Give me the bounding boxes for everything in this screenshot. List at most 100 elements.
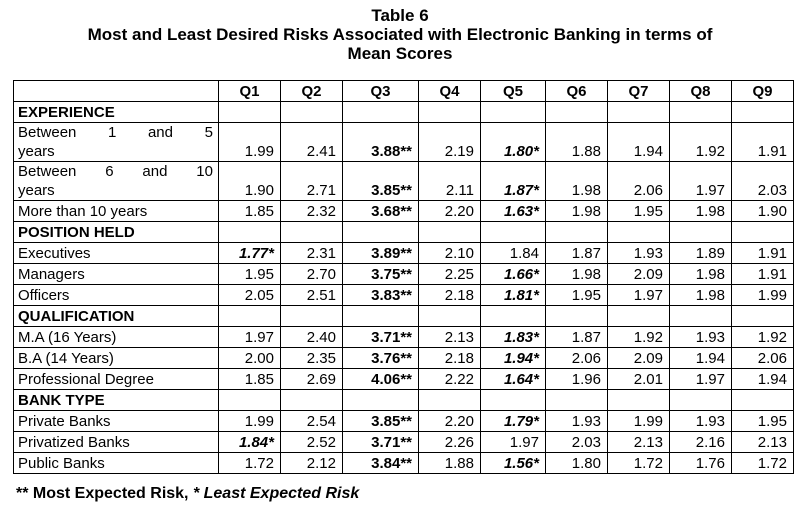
value-cell-q9: 2.13 [731,431,794,453]
value-cell-q3: 3.85** [342,161,419,201]
value-cell-q4: 2.26 [418,431,481,453]
value-cell-q4: 2.11 [418,161,481,201]
value-cell-q2: 2.70 [280,263,343,285]
mean-score: 1.81* [503,287,539,304]
empty-cell [342,305,419,327]
table-row: More than 10 years 1.85 2.32 3.68** 2.20 1.63… [13,200,794,222]
value-cell-q7: 2.01 [607,368,670,390]
mean-score: 3.89** [371,245,412,262]
value-cell-q2: 2.31 [280,242,343,264]
value-cell-q8: 1.98 [669,263,732,285]
mean-score: 1.84* [238,434,274,451]
mean-score: 2.31 [306,245,336,262]
mean-score: 2.26 [444,434,474,451]
mean-score: 1.92 [695,143,725,160]
mean-score: 1.93 [571,413,601,430]
empty-cell [418,389,481,411]
mean-score: 2.18 [444,287,474,304]
group-header-row: BANK TYPE [13,389,794,411]
value-cell-q5: 1.66* [480,263,546,285]
table-row: Privatized Banks 1.84* 2.52 3.71** 2.26 1.97 2… [13,431,794,453]
table-row: B.A (14 Years) 2.00 2.35 3.76** 2.18 1.94* 2.0… [13,347,794,369]
value-cell-q2: 2.40 [280,326,343,348]
column-header-q8: Q8 [669,80,732,102]
value-cell-q4: 2.20 [418,410,481,432]
mean-score: 1.95 [633,203,663,220]
table-row: Managers 1.95 2.70 3.75** 2.25 1.66* 1.98 2.09 1… [13,263,794,285]
empty-cell [669,305,732,327]
mean-score: 1.90 [244,182,274,199]
row-label-word: and [142,163,168,180]
row-label: Privatized Banks [13,431,219,453]
mean-score: 2.19 [444,143,474,160]
mean-score: 1.98 [571,203,601,220]
mean-score: 1.80* [503,143,539,160]
value-cell-q5: 1.63* [480,200,546,222]
value-cell-q9: 2.03 [731,161,794,201]
mean-score: 2.69 [306,371,336,388]
value-cell-q5: 1.84 [480,242,546,264]
empty-cell [545,305,608,327]
row-label-word: 1 [108,124,117,141]
mean-score: 4.06** [371,371,412,388]
value-cell-q1: 1.85 [218,368,281,390]
value-cell-q5: 1.79* [480,410,546,432]
value-cell-q3: 3.89** [342,242,419,264]
value-cell-q2: 2.35 [280,347,343,369]
value-cell-q7: 1.93 [607,242,670,264]
empty-cell [545,389,608,411]
value-cell-q2: 2.69 [280,368,343,390]
value-cell-q1: 1.97 [218,326,281,348]
mean-score: 3.71** [371,434,412,451]
value-cell-q9: 1.72 [731,452,794,474]
mean-score: 1.98 [571,182,601,199]
row-label-word: 10 [196,163,213,180]
mean-score: 1.84 [509,245,539,262]
table-row: M.A (16 Years) 1.97 2.40 3.71** 2.13 1.83* 1.8… [13,326,794,348]
empty-cell [731,101,794,123]
group-header-row: EXPERIENCE [13,101,794,123]
row-label: Between 1 and 5 years [13,122,219,162]
column-header-q9: Q9 [731,80,794,102]
group-label: QUALIFICATION [13,305,219,327]
row-label-word: 5 [204,124,213,141]
value-cell-q1: 1.77* [218,242,281,264]
value-cell-q3: 3.75** [342,263,419,285]
value-cell-q1: 2.00 [218,347,281,369]
table-row: Public Banks 1.72 2.12 3.84** 1.88 1.56* 1.80 1… [13,452,794,474]
row-label: Public Banks [13,452,219,474]
table-row: Between 6 and 10 years 1.90 2.71 3.85** 2.11 1.87… [13,161,794,201]
mean-score: 1.90 [757,203,787,220]
empty-cell [669,389,732,411]
value-cell-q5: 1.64* [480,368,546,390]
empty-cell [480,305,546,327]
empty-cell [342,389,419,411]
value-cell-q2: 2.41 [280,122,343,162]
mean-score: 1.66* [503,266,539,283]
value-cell-q3: 3.71** [342,431,419,453]
value-cell-q3: 3.88** [342,122,419,162]
mean-score: 2.52 [306,434,336,451]
empty-cell [731,389,794,411]
mean-score: 1.94* [503,350,539,367]
mean-score: 1.83* [503,329,539,346]
value-cell-q6: 2.03 [545,431,608,453]
mean-score: 1.92 [633,329,663,346]
mean-score: 1.94 [757,371,787,388]
value-cell-q7: 1.94 [607,122,670,162]
value-cell-q9: 1.94 [731,368,794,390]
table-row: Professional Degree 1.85 2.69 4.06** 2.22 1.6… [13,368,794,390]
row-label-line-1: Between 1 and 5 [18,123,213,142]
value-cell-q2: 2.51 [280,284,343,306]
empty-cell [731,221,794,243]
mean-score: 2.06 [757,350,787,367]
row-label-line-2: years [18,182,55,199]
mean-score: 1.87 [571,245,601,262]
value-cell-q4: 2.20 [418,200,481,222]
value-cell-q4: 1.88 [418,452,481,474]
mean-score: 2.03 [571,434,601,451]
value-cell-q1: 1.99 [218,410,281,432]
table-row: Officers 2.05 2.51 3.83** 2.18 1.81* 1.95 1.97 1… [13,284,794,306]
value-cell-q9: 1.99 [731,284,794,306]
mean-score: 2.06 [571,350,601,367]
